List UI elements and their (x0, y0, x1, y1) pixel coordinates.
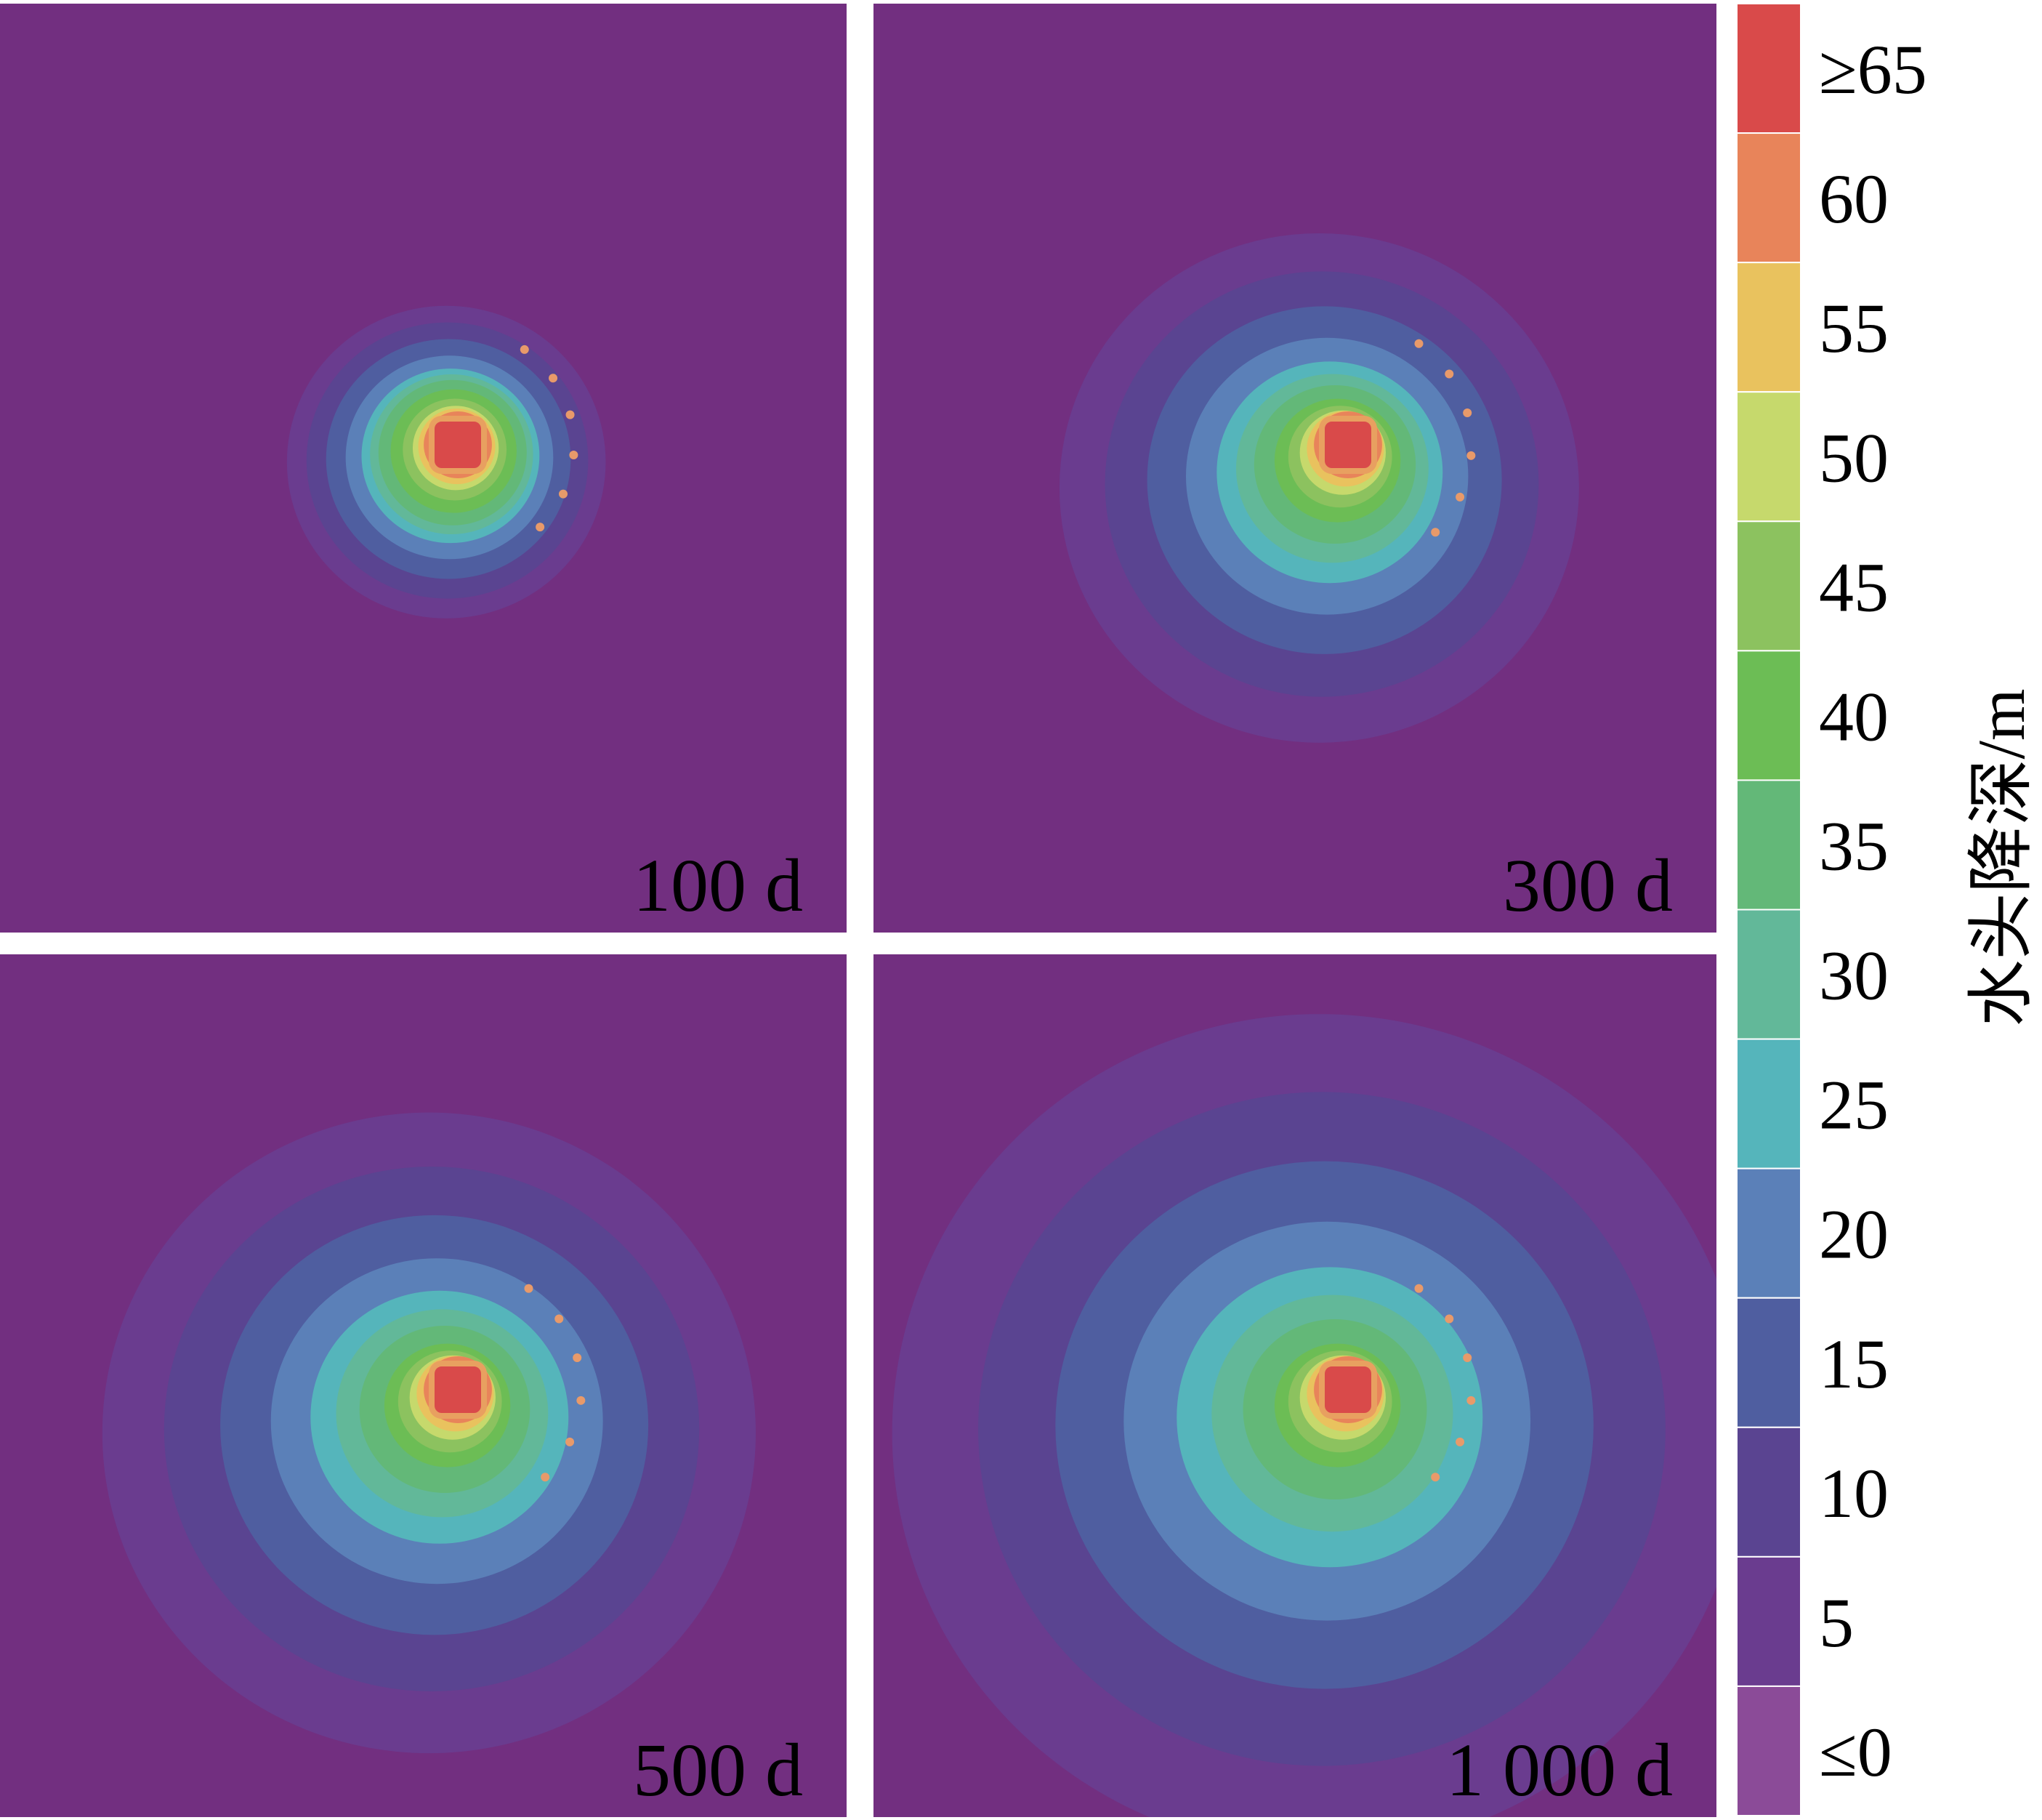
contour-group (1059, 233, 1579, 743)
colorbar-tick-label: 5 (1819, 1584, 1854, 1662)
well-point (1463, 1353, 1472, 1363)
colorbar-swatch (1736, 909, 1801, 1040)
pit-core (1319, 416, 1377, 474)
contour-group (286, 305, 606, 619)
well-point (1456, 492, 1465, 502)
colorbar-swatch (1736, 391, 1801, 523)
well-point (1463, 408, 1472, 418)
colorbar-tick-label: 10 (1819, 1454, 1889, 1532)
panel-time-label: 500 d (633, 1728, 803, 1812)
panel-time-label: 1 000 d (1446, 1728, 1673, 1812)
well-point (1456, 1437, 1465, 1446)
colorbar-swatch (1736, 132, 1801, 264)
well-point (1466, 1396, 1476, 1405)
colorbar-swatch (1736, 1426, 1801, 1558)
well-point (1445, 1314, 1454, 1324)
colorbar-tick-label: 50 (1819, 419, 1889, 496)
panel-2: 300 d (873, 4, 1716, 933)
colorbar-swatch (1736, 520, 1801, 652)
well-point (520, 345, 529, 354)
colorbar-tick-label: 40 (1819, 677, 1889, 755)
well-point (576, 1396, 586, 1405)
well-point (1445, 369, 1454, 379)
colorbar: ≥65 60 55 50 45 40 35 30 25 20 15 10 5 ≤0 水头降深/m (1736, 3, 2038, 1816)
colorbar-tick-label: ≥65 (1819, 31, 1927, 108)
well-point (1414, 1284, 1424, 1293)
colorbar-swatch (1736, 262, 1801, 393)
colorbar-tick-label: 30 (1819, 937, 1889, 1015)
colorbar-swatch (1736, 1555, 1801, 1687)
colorbar-swatch (1736, 650, 1801, 781)
colorbar-tick-label: 15 (1819, 1325, 1889, 1403)
colorbar-tick-label: 55 (1819, 289, 1889, 367)
colorbar-tick-label: 45 (1819, 548, 1889, 626)
well-point (549, 374, 558, 383)
panel-4: 1 000 d (873, 954, 1716, 1817)
well-point (565, 410, 575, 419)
well-point (559, 489, 568, 499)
panel-time-label: 100 d (633, 844, 803, 927)
colorbar-tick-label: 25 (1819, 1066, 1889, 1144)
colorbar-swatch (1736, 3, 1801, 134)
colorbar-tick-label: 20 (1819, 1196, 1889, 1273)
panel-time-label: 300 d (1503, 844, 1673, 927)
panels-group: 100 d 300 d 500 d 1 000 d (0, 0, 1716, 1820)
colorbar-tick-label: 60 (1819, 160, 1889, 238)
panel-divider-vertical (847, 0, 873, 1820)
colorbar-tick-label: 35 (1819, 807, 1889, 885)
well-point (1431, 1473, 1440, 1482)
well-point (565, 1437, 575, 1446)
colorbar-swatch (1736, 1167, 1801, 1299)
well-point (1414, 339, 1424, 348)
well-point (536, 523, 545, 532)
pit-core (429, 1361, 487, 1419)
colorbar-tick-label: ≤0 (1819, 1713, 1892, 1791)
colorbar-swatch (1736, 1038, 1801, 1169)
pit-core (429, 416, 487, 474)
panel-1: 100 d (0, 4, 847, 933)
well-point (1466, 451, 1476, 460)
colorbar-swatch (1736, 1297, 1801, 1428)
well-point (541, 1473, 550, 1482)
well-point (524, 1284, 533, 1293)
well-point (569, 450, 578, 459)
colorbar-swatch (1736, 779, 1801, 911)
well-point (554, 1314, 564, 1324)
contour-group (892, 1014, 1716, 1817)
pit-core (1319, 1361, 1377, 1419)
well-point (573, 1353, 582, 1363)
colorbar-swatch (1736, 1685, 1801, 1816)
colorbar-title: 水头降深/m (1964, 688, 2038, 1026)
contour-group (102, 1112, 756, 1754)
panel-3: 500 d (0, 954, 847, 1817)
well-point (1431, 528, 1440, 537)
panel-divider-horizontal (0, 933, 1716, 954)
